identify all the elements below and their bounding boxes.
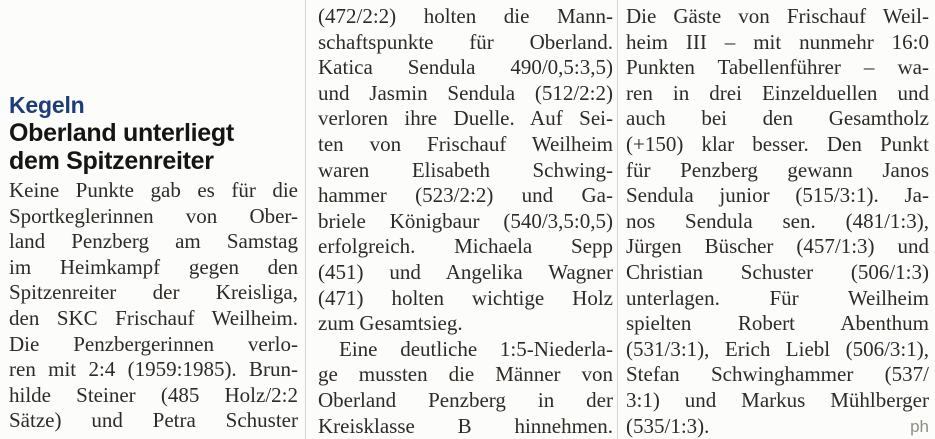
text-line: Sendula junior (515/3:1). Ja- bbox=[626, 183, 929, 208]
text-line: zum Gesamtsieg. bbox=[318, 311, 463, 336]
column-text: Keine Punkte gab es für die Sportkeglerin… bbox=[9, 178, 298, 434]
article-header: Kegeln Oberland unterliegt dem Spitzenrei… bbox=[9, 0, 298, 178]
text-line: ren in drei Einzelduellen und bbox=[626, 80, 929, 105]
text-line: im Heimkampf gegen den bbox=[9, 254, 298, 279]
headline-line-2: dem Spitzenreiter bbox=[9, 147, 214, 175]
text-line: Oberland Penzberg in der bbox=[318, 387, 613, 412]
text-line: hilde Steiner (485 Holz/2:2 bbox=[9, 382, 298, 407]
text-line: briele Königbaur (540/3,5:0,5) bbox=[318, 208, 613, 233]
text-line: Sätze) und Petra Schuster bbox=[9, 408, 298, 433]
text-line: Stefan Schwinghammer (537/ bbox=[626, 362, 929, 387]
text-line: Punkten Tabellenführer – wa- bbox=[626, 55, 929, 80]
text-line: 3:1) und Markus Mühlberger bbox=[626, 387, 929, 412]
column-text: Die Gäste von Frischauf Weil-heim III – … bbox=[626, 0, 929, 439]
column-divider bbox=[617, 0, 618, 439]
text-line: heim III – mit nunmehr 16:0 bbox=[626, 29, 929, 54]
text-line: Kreisklasse B hinnehmen. bbox=[318, 413, 613, 438]
text-line: Die Penzbergerinnen verlo- bbox=[9, 331, 298, 356]
text-line: für Penzberg gewann Janos bbox=[626, 157, 929, 182]
text-line: (535/1:3). ph bbox=[626, 413, 929, 438]
headline-line-1: Oberland unterliegt bbox=[9, 119, 234, 147]
text-line: ten von Frischauf Weilheim bbox=[318, 131, 613, 156]
text-line: den SKC Frischauf Weilheim. bbox=[9, 305, 298, 330]
article-column-middle: (472/2:2) holten die Mann-schaftspunkte … bbox=[318, 0, 613, 439]
text-line: auch bei den Gesamtholz bbox=[626, 106, 929, 131]
text-line: schaftspunkte für Oberland. bbox=[318, 29, 613, 54]
text-line: ge mussten die Männer von bbox=[318, 362, 613, 387]
text-line: (451) und Angelika Wagner bbox=[318, 259, 613, 284]
text-line: (471) holten wichtige Holz bbox=[318, 285, 613, 310]
article-column-right: Die Gäste von Frischauf Weil-heim III – … bbox=[626, 0, 929, 439]
text-line: Katica Sendula 490/0,5:3,5) bbox=[318, 55, 613, 80]
text-line: hammer (523/2:2) und Ga- bbox=[318, 183, 613, 208]
text-line: spielten Robert Abenthum bbox=[626, 311, 929, 336]
text-line: unterlagen. Für Weilheim bbox=[626, 285, 929, 310]
text-line: ren mit 2:4 (1959:1985). Brun- bbox=[9, 357, 298, 382]
column-divider bbox=[305, 0, 306, 439]
text-line: land Penzberg am Samstag bbox=[9, 229, 298, 254]
author-initials: ph bbox=[910, 416, 929, 436]
text-line: Spitzenreiter der Kreisliga, bbox=[9, 280, 298, 305]
text-line: Eine deutliche 1:5-Niederla- bbox=[339, 336, 613, 361]
text-line: (+150) klar besser. Den Punkt bbox=[626, 131, 929, 156]
column-text: (472/2:2) holten die Mann-schaftspunkte … bbox=[318, 0, 613, 439]
text-line: und Jasmin Sendula (512/2:2) bbox=[318, 80, 613, 105]
text-line: verloren ihre Duelle. Auf Sei- bbox=[318, 106, 613, 131]
text-line: Die Gäste von Frischauf Weil- bbox=[626, 4, 929, 28]
text-line: waren Elisabeth Schwing- bbox=[318, 157, 613, 182]
text-line: nos Sendula sen. (481/1:3), bbox=[626, 208, 929, 233]
text-line: Keine Punkte gab es für die bbox=[9, 178, 298, 202]
text-line: Christian Schuster (506/1:3) bbox=[626, 259, 929, 284]
text-line: (472/2:2) holten die Mann- bbox=[318, 4, 613, 28]
text-line: Jürgen Büscher (457/1:3) und bbox=[626, 234, 929, 259]
section-kicker: Kegeln bbox=[9, 92, 85, 118]
text-line: (531/3:1), Erich Liebl (506/3:1), bbox=[626, 336, 929, 361]
article-headline: Oberland unterliegt dem Spitzenreiter bbox=[9, 119, 298, 175]
article-column-left: Kegeln Oberland unterliegt dem Spitzenrei… bbox=[9, 0, 298, 434]
text-line: Sportkeglerinnen von Ober- bbox=[9, 203, 298, 228]
text-line: erfolgreich. Michaela Sepp bbox=[318, 234, 613, 259]
